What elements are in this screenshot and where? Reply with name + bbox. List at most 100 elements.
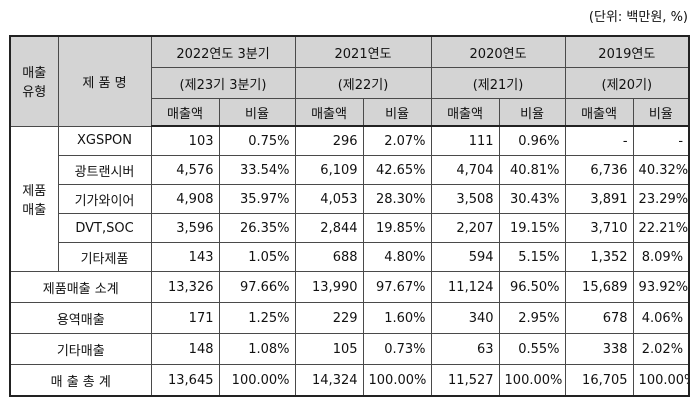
sales-header-2: 매출액 <box>430 98 500 127</box>
table-row: 제품 매출 XGSPON 103 0.75% 296 2.07% 111 0.96% - - <box>9 125 690 272</box>
sales-value: 11,124 <box>430 271 500 303</box>
sales-value: 3,508 <box>430 184 500 214</box>
sales-value: 688 <box>294 242 364 272</box>
period-year-0: 2022연도 3분기 <box>150 35 296 68</box>
sales-value: 340 <box>430 302 500 334</box>
ratio-header-0: 비율 <box>218 98 296 127</box>
sales-value: 11,527 <box>430 364 500 397</box>
sales-value: 4,704 <box>430 155 500 185</box>
summary-row: 기타매출 148 1.08% 105 0.73% 63 0.55% 338 2.02% <box>9 333 690 365</box>
ratio-value: 1.25% <box>218 302 296 334</box>
group-label-line-2: 매출 <box>22 202 47 218</box>
ratio-value: 1.08% <box>218 333 296 365</box>
product-name: DVT,SOC <box>57 213 152 243</box>
period-year-2: 2020연도 <box>430 35 566 68</box>
ratio-value: 2.07% <box>362 125 432 156</box>
ratio-value: 2.02% <box>632 333 690 365</box>
type-header-line-2: 유형 <box>22 85 47 101</box>
sales-value: 338 <box>564 333 634 365</box>
header-row-year: 매출 유형 제 품 명 2022연도 3분기 2021연도 2020연도 201… <box>9 35 690 127</box>
table-row: 기타제품 143 1.05% 688 4.80% 594 5.15% 1,352 8.09% <box>10 242 690 272</box>
sales-value: 63 <box>430 333 500 365</box>
ratio-value: 100.00% <box>632 364 690 397</box>
ratio-value: 100.00% <box>498 364 566 397</box>
sales-header-1: 매출액 <box>294 98 364 127</box>
ratio-value: 23.29% <box>632 184 690 214</box>
unit-note: (단위: 백만원, %) <box>588 10 688 25</box>
sales-value: 296 <box>294 125 364 156</box>
ratio-value: 100.00% <box>218 364 296 397</box>
product-header: 제 품 명 <box>57 35 152 127</box>
sales-table: 매출 유형 제 품 명 2022연도 3분기 2021연도 2020연도 201… <box>9 35 691 397</box>
ratio-header-1: 비율 <box>362 98 432 127</box>
header-row-metric: 매출액 비율 매출액 비율 매출액 비율 매출액 비율 <box>10 98 690 127</box>
ratio-header-3: 비율 <box>632 98 690 127</box>
table-row: 광트랜시버 4,576 33.54% 6,109 42.65% 4,704 40.81% 6,… <box>10 155 690 185</box>
summary-label: 용역매출 <box>9 302 152 334</box>
sales-value: 13,645 <box>150 364 220 397</box>
ratio-value: 28.30% <box>362 184 432 214</box>
period-term-3: (제20기) <box>564 67 690 99</box>
sales-value: 148 <box>150 333 220 365</box>
ratio-value: 40.32% <box>632 155 690 185</box>
ratio-value: 93.92% <box>632 271 690 303</box>
ratio-value: 19.85% <box>362 213 432 243</box>
table-row: DVT,SOC 3,596 26.35% 2,844 19.85% 2,207 19.15%… <box>10 213 690 243</box>
sales-value: 4,908 <box>150 184 220 214</box>
sales-value: 143 <box>150 242 220 272</box>
sales-value: 105 <box>294 333 364 365</box>
sales-value: 16,705 <box>564 364 634 397</box>
ratio-value: 96.50% <box>498 271 566 303</box>
ratio-value: 30.43% <box>498 184 566 214</box>
ratio-value: 5.15% <box>498 242 566 272</box>
summary-label: 매 출 총 계 <box>9 364 152 397</box>
sales-value: 229 <box>294 302 364 334</box>
sales-value: 3,596 <box>150 213 220 243</box>
ratio-value: 97.66% <box>218 271 296 303</box>
sales-value: 103 <box>150 125 220 156</box>
product-name: XGSPON <box>57 125 152 156</box>
sales-value: 678 <box>564 302 634 334</box>
ratio-value: - <box>632 125 690 156</box>
ratio-value: 97.67% <box>362 271 432 303</box>
sales-value: 594 <box>430 242 500 272</box>
summary-row: 용역매출 171 1.25% 229 1.60% 340 2.95% 678 4.06% <box>9 302 690 334</box>
summary-row: 매 출 총 계 13,645 100.00% 14,324 100.00% 11,527 1… <box>9 364 690 397</box>
period-term-2: (제21기) <box>430 67 566 99</box>
sales-value: 13,990 <box>294 271 364 303</box>
sales-value: 2,207 <box>430 213 500 243</box>
period-year-1: 2021연도 <box>294 35 432 68</box>
sales-value: 3,710 <box>564 213 634 243</box>
ratio-header-2: 비율 <box>498 98 566 127</box>
sales-value: 6,109 <box>294 155 364 185</box>
summary-label: 제품매출 소계 <box>9 271 152 303</box>
ratio-value: 0.73% <box>362 333 432 365</box>
ratio-value: 42.65% <box>362 155 432 185</box>
type-header: 매출 유형 <box>9 35 59 127</box>
sales-header-3: 매출액 <box>564 98 634 127</box>
product-name: 기타제품 <box>57 242 152 272</box>
ratio-value: 4.80% <box>362 242 432 272</box>
ratio-value: 0.96% <box>498 125 566 156</box>
sales-value: 15,689 <box>564 271 634 303</box>
ratio-value: 2.95% <box>498 302 566 334</box>
sales-value: 4,576 <box>150 155 220 185</box>
ratio-value: 100.00% <box>362 364 432 397</box>
sales-value: - <box>564 125 634 156</box>
period-term-0: (제23기 3분기) <box>150 67 296 99</box>
ratio-value: 26.35% <box>218 213 296 243</box>
ratio-value: 0.75% <box>218 125 296 156</box>
sales-header-0: 매출액 <box>150 98 220 127</box>
product-name: 광트랜시버 <box>57 155 152 185</box>
ratio-value: 22.21% <box>632 213 690 243</box>
table-row: 기가와이어 4,908 35.97% 4,053 28.30% 3,508 30.43% 3,… <box>10 184 690 214</box>
sales-value: 13,326 <box>150 271 220 303</box>
group-label-line-1: 제품 <box>22 183 47 199</box>
ratio-value: 40.81% <box>498 155 566 185</box>
sales-value: 4,053 <box>294 184 364 214</box>
sales-value: 2,844 <box>294 213 364 243</box>
summary-row: 제품매출 소계 13,326 97.66% 13,990 97.67% 11,124 96.… <box>9 271 690 303</box>
ratio-value: 35.97% <box>218 184 296 214</box>
ratio-value: 1.60% <box>362 302 432 334</box>
